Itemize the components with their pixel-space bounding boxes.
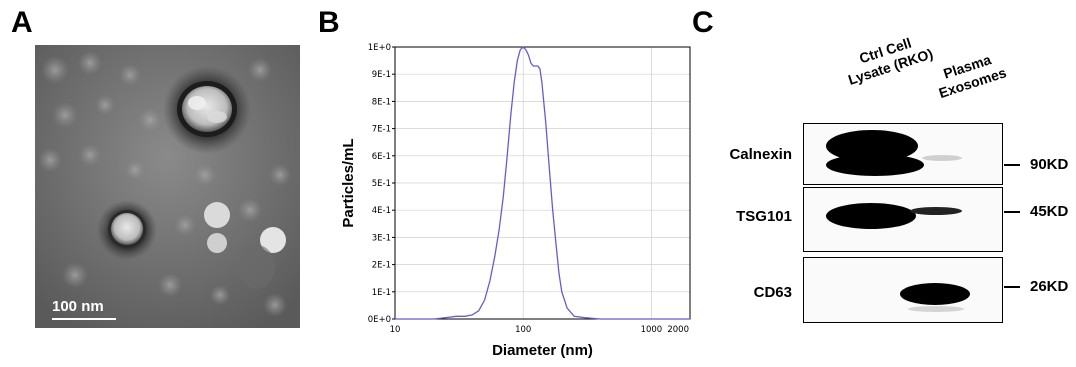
y-axis: 0E+0 1E-1 2E-1 3E-1 4E-1 5E-1 6E-1 7E-1 8E-1 9E-1… — [368, 43, 395, 325]
band-tsg101-exo — [910, 207, 962, 215]
marker-label-45kd: 45KD — [1030, 203, 1069, 220]
blot-cd63 — [803, 257, 1003, 323]
row-label-tsg101: TSG101 — [736, 208, 792, 225]
marker-label-26kd: 26KD — [1030, 278, 1069, 295]
band-cd63-exo-faint — [908, 306, 964, 312]
x-axis: 10 100 1000 2000 — [390, 325, 689, 335]
vesicle-small-1 — [204, 202, 230, 228]
y-tick-label: 5E-1 — [372, 179, 391, 189]
marker-tick-45 — [1004, 211, 1020, 213]
vesicle-small-3 — [260, 227, 286, 253]
row-label-cd63: CD63 — [753, 284, 792, 301]
row-label-calnexin: Calnexin — [729, 146, 792, 163]
vesicle-large — [182, 86, 232, 132]
marker-label-90kd: 90KD — [1030, 156, 1069, 173]
vesicle-small-2 — [207, 233, 227, 253]
y-tick-label: 1E+0 — [368, 43, 391, 53]
y-tick-label: 6E-1 — [372, 152, 391, 162]
size-distribution-chart: 0E+0 1E-1 2E-1 3E-1 4E-1 5E-1 6E-1 7E-1 8E-1 9E-1… — [340, 43, 691, 359]
y-tick-label: 1E-1 — [372, 288, 391, 298]
scale-bar-label: 100 nm — [52, 298, 104, 315]
panel-b-letter: B — [318, 6, 340, 39]
y-tick-label: 3E-1 — [372, 233, 391, 243]
series-line — [395, 46, 690, 320]
y-tick-label: 2E-1 — [372, 261, 391, 271]
vesicle-medium — [111, 213, 143, 245]
y-tick-label: 0E+0 — [368, 315, 391, 325]
marker-tick-26 — [1004, 286, 1020, 288]
y-tick-label: 9E-1 — [372, 70, 391, 80]
scale-bar — [52, 318, 116, 320]
band-calnexin-exo — [922, 155, 962, 161]
blot-calnexin — [803, 123, 1003, 185]
y-tick-label: 4E-1 — [372, 206, 391, 216]
background-particles — [38, 51, 291, 317]
blot-tsg101 — [803, 187, 1003, 252]
band-cd63-exo — [900, 283, 970, 305]
y-tick-label: 7E-1 — [372, 125, 391, 135]
x-tick-label: 10 — [390, 325, 401, 335]
panel-c-letter: C — [692, 6, 714, 39]
panel-a-letter: A — [11, 6, 33, 39]
x-axis-title: Diameter (nm) — [492, 342, 593, 359]
y-axis-title: Particles/mL — [340, 138, 357, 227]
x-tick-label: 100 — [515, 325, 531, 335]
x-tick-label: 1000 — [641, 325, 663, 335]
band-tsg101-ctrl — [826, 203, 916, 229]
y-tick-label: 8E-1 — [372, 97, 391, 107]
tem-micrograph — [35, 45, 300, 328]
band-calnexin-ctrl-lower — [826, 154, 924, 176]
x-tick-label: 2000 — [667, 325, 689, 335]
chart-grid — [394, 46, 691, 320]
marker-tick-90 — [1004, 164, 1020, 166]
